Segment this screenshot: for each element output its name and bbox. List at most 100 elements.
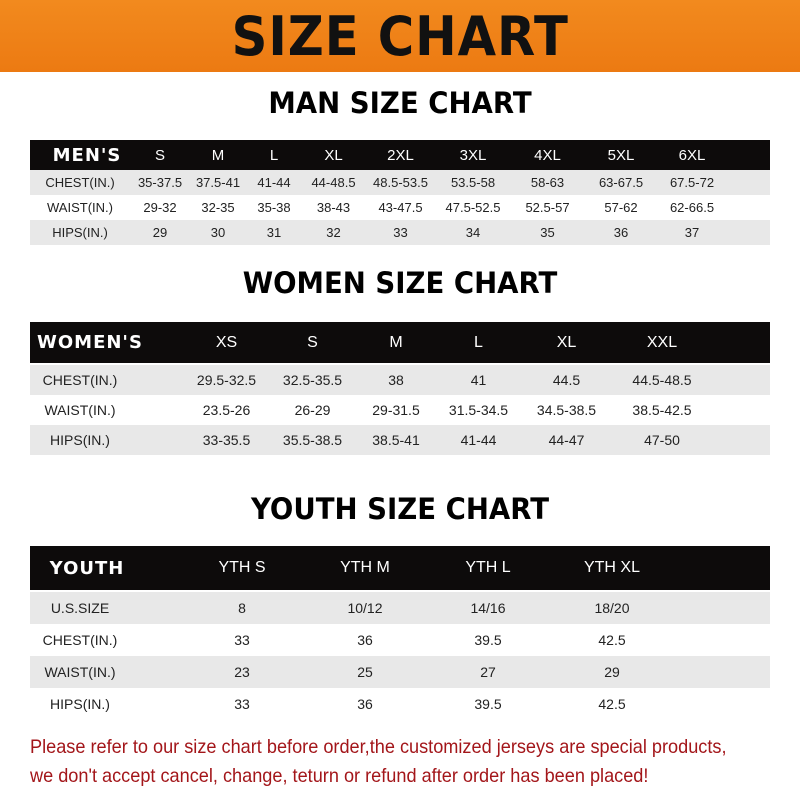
table-header-row: YOUTH YTH S YTH M YTH L YTH XL bbox=[30, 546, 770, 590]
table-cell: 35-37.5 bbox=[137, 175, 183, 190]
table-cell: 36 bbox=[613, 225, 629, 240]
table-cell: YTH XL bbox=[583, 559, 640, 576]
table-cell: 39.5 bbox=[474, 696, 502, 712]
table-cell: 39.5 bbox=[474, 632, 502, 648]
notice-line: we don't accept cancel, change, teturn o… bbox=[30, 765, 649, 787]
table-cell: 34.5-38.5 bbox=[536, 402, 597, 418]
table-cell: 47-50 bbox=[644, 432, 680, 448]
table-cell: 33 bbox=[393, 225, 408, 240]
row-label-text: YOUTH bbox=[49, 557, 125, 579]
table-cell: 38-43 bbox=[316, 200, 351, 215]
title-banner: SIZE CHART bbox=[0, 0, 800, 72]
row-label-text: HIPS(IN.) bbox=[50, 432, 110, 448]
table-cell: 38.5-41 bbox=[372, 432, 420, 448]
table-cell: 31 bbox=[266, 225, 282, 240]
row-label-text: WAIST(IN.) bbox=[44, 402, 116, 418]
table-row: CHEST(IN.) 35-37.5 37.5-41 41-44 44-48.5 48.5… bbox=[30, 170, 770, 195]
table-cell: 32 bbox=[326, 225, 341, 240]
youth-section-title: YOUTH SIZE CHART bbox=[250, 492, 550, 526]
row-label: HIPS(IN.) bbox=[30, 225, 130, 240]
order-notice: Please refer to our size chart before or… bbox=[30, 733, 737, 791]
table-cell: 29 bbox=[152, 225, 168, 240]
table-cell: 63-67.5 bbox=[598, 175, 644, 190]
table-cell: L bbox=[269, 146, 279, 164]
table-cell: 27 bbox=[480, 664, 496, 680]
table-cell: 37.5-41 bbox=[195, 175, 241, 190]
table-cell: 25 bbox=[357, 664, 373, 680]
women-section-title: WOMEN SIZE CHART bbox=[242, 266, 558, 300]
table-row: HIPS(IN.) 33-35.5 35.5-38.5 38.5-41 41-44 44-… bbox=[30, 425, 770, 455]
table-row: HIPS(IN.) 33 36 39.5 42.5 bbox=[30, 688, 770, 720]
table-cell: 18/20 bbox=[594, 600, 630, 616]
table-row: CHEST(IN.) 33 36 39.5 42.5 bbox=[30, 624, 770, 656]
table-cell: 29-31.5 bbox=[372, 402, 420, 418]
row-label-text: CHEST(IN.) bbox=[42, 632, 118, 648]
table-cell: 42.5 bbox=[598, 632, 626, 648]
row-label-text: HIPS(IN.) bbox=[50, 696, 110, 712]
table-cell: 6XL bbox=[678, 146, 706, 164]
table-cell: 44.5 bbox=[552, 372, 581, 388]
row-label: HIPS(IN.) bbox=[30, 432, 183, 448]
row-label-text: WAIST(IN.) bbox=[47, 200, 113, 215]
table-cell: 35-38 bbox=[257, 200, 291, 215]
table-cell: 47.5-52.5 bbox=[445, 200, 501, 215]
table-cell: 41 bbox=[470, 372, 487, 388]
table-cell: 3XL bbox=[459, 146, 487, 164]
table-cell: 14/16 bbox=[470, 600, 506, 616]
table-cell: 5XL bbox=[607, 146, 635, 164]
row-label: CHEST(IN.) bbox=[30, 632, 180, 648]
table-cell: 34 bbox=[465, 225, 481, 240]
row-label-text: U.S.SIZE bbox=[50, 600, 110, 616]
table-cell: 52.5-57 bbox=[525, 200, 570, 215]
table-cell: 58-63 bbox=[530, 175, 565, 190]
table-cell: M bbox=[389, 333, 403, 351]
table-cell: 67.5-72 bbox=[669, 175, 715, 190]
row-label: CHEST(IN.) bbox=[30, 175, 130, 190]
table-cell: 36 bbox=[357, 632, 373, 648]
table-cell: 32.5-35.5 bbox=[282, 372, 343, 388]
table-row: CHEST(IN.) 29.5-32.5 32.5-35.5 38 41 44.5 44.5… bbox=[30, 365, 770, 395]
table-cell: S bbox=[307, 333, 318, 351]
table-cell: 44-47 bbox=[548, 432, 585, 448]
row-label: CHEST(IN.) bbox=[30, 372, 183, 388]
table-cell: 53.5-58 bbox=[450, 175, 496, 190]
table-cell: S bbox=[154, 146, 165, 164]
table-cell: 57-62 bbox=[604, 200, 638, 215]
table-cell: M bbox=[211, 146, 225, 164]
table-cell: 23 bbox=[234, 664, 250, 680]
table-row: WAIST(IN.) 29-32 32-35 35-38 38-43 43-47.5 47.… bbox=[30, 195, 770, 220]
table-cell: 2XL bbox=[387, 146, 414, 164]
table-cell: YTH S bbox=[218, 559, 266, 576]
table-cell: 33 bbox=[234, 632, 250, 648]
row-label: WAIST(IN.) bbox=[30, 200, 130, 215]
row-label: WAIST(IN.) bbox=[30, 402, 183, 418]
table-cell: YTH L bbox=[465, 559, 511, 576]
table-cell: 38.5-42.5 bbox=[632, 402, 692, 418]
row-label-text: CHEST(IN.) bbox=[42, 372, 118, 388]
women-size-table: WOMEN'S XS S M L XL XXL CHEST(IN.) 29.5-32.5 32.5… bbox=[30, 322, 770, 455]
table-cell: 29.5-32.5 bbox=[196, 372, 257, 388]
table-cell: 29 bbox=[604, 664, 620, 680]
table-row: U.S.SIZE 8 10/12 14/16 18/20 bbox=[30, 592, 770, 624]
table-header-row: MEN'S S M L XL 2XL 3XL 4XL 5XL 6XL bbox=[30, 140, 770, 170]
notice-line: Please refer to our size chart before or… bbox=[30, 736, 727, 758]
row-label: WOMEN'S bbox=[30, 332, 183, 353]
table-cell: 33-35.5 bbox=[202, 432, 251, 448]
table-cell: XXL bbox=[646, 333, 678, 351]
table-cell: XL bbox=[324, 146, 343, 164]
men-size-table: MEN'S S M L XL 2XL 3XL 4XL 5XL 6XL CHEST(IN.) 35-37… bbox=[30, 140, 770, 245]
table-cell: 35.5-38.5 bbox=[282, 432, 343, 448]
table-cell: 44.5-48.5 bbox=[632, 372, 692, 388]
table-cell: 38 bbox=[388, 372, 404, 388]
row-label-text: WAIST(IN.) bbox=[44, 664, 116, 680]
table-cell: 48.5-53.5 bbox=[373, 175, 428, 190]
row-label: U.S.SIZE bbox=[30, 600, 180, 616]
table-cell: XL bbox=[556, 333, 577, 351]
table-cell: 41-44 bbox=[257, 175, 291, 190]
table-cell: 31.5-34.5 bbox=[448, 402, 509, 418]
row-label: HIPS(IN.) bbox=[30, 696, 180, 712]
table-cell: 32-35 bbox=[201, 200, 235, 215]
page-title: SIZE CHART bbox=[231, 4, 569, 68]
table-header-row: WOMEN'S XS S M L XL XXL bbox=[30, 322, 770, 363]
table-cell: 29-32 bbox=[143, 200, 177, 215]
